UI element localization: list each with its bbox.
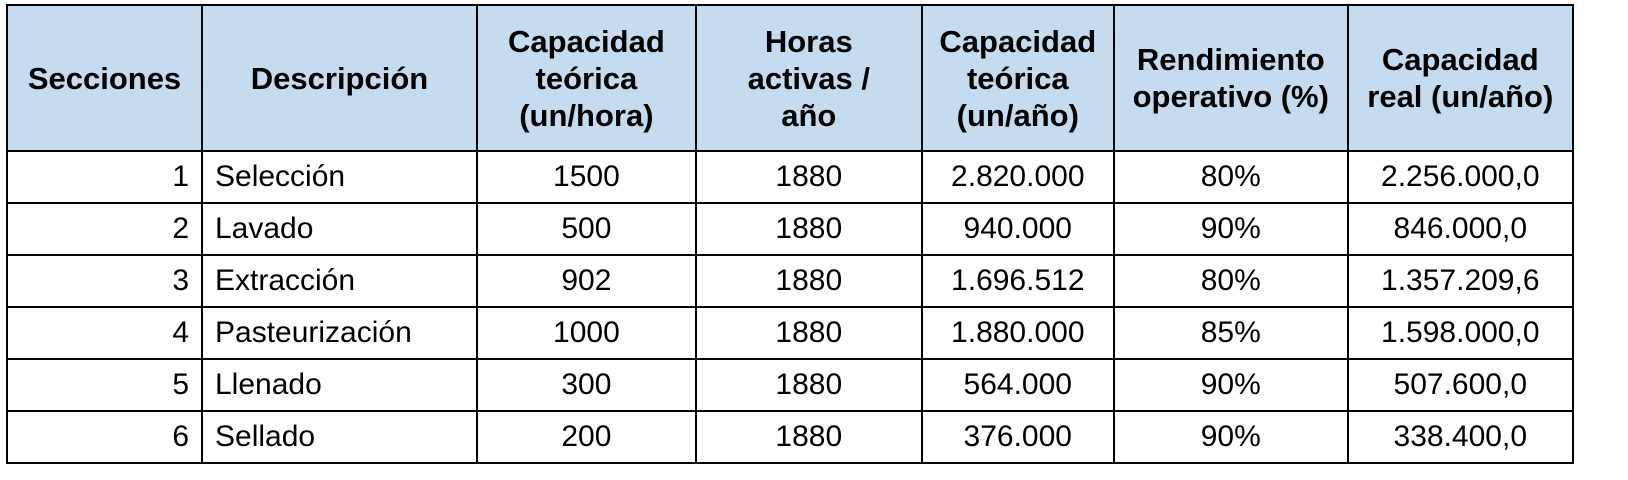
cell-rendimiento: 85% — [1112, 306, 1349, 360]
cell-cap-real: 846.000,0 — [1346, 202, 1574, 256]
cell-horas: 1880 — [694, 306, 923, 360]
cell-cap-anio: 940.000 — [920, 202, 1115, 256]
cell-rendimiento: 80% — [1112, 150, 1349, 204]
header-capacidad-real: Capacidad real (un/año) — [1346, 4, 1574, 152]
cell-cap-hora: 902 — [476, 254, 697, 308]
cell-descripcion: Pasteurización — [201, 306, 478, 360]
cell-cap-anio: 1.880.000 — [920, 306, 1115, 360]
cell-descripcion: Lavado — [201, 202, 478, 256]
cell-rendimiento: 80% — [1112, 254, 1349, 308]
cell-descripcion: Selección — [201, 150, 478, 204]
cell-descripcion: Sellado — [201, 410, 478, 464]
cell-seccion: 1 — [6, 150, 203, 204]
cell-seccion: 2 — [6, 202, 203, 256]
cell-descripcion: Llenado — [201, 358, 478, 412]
cell-horas: 1880 — [694, 150, 923, 204]
cell-cap-anio: 376.000 — [920, 410, 1115, 464]
cell-cap-hora: 1000 — [476, 306, 697, 360]
table-row: 1 Selección 1500 1880 2.820.000 80% 2.25… — [6, 150, 1574, 204]
cell-seccion: 6 — [6, 410, 203, 464]
cell-rendimiento: 90% — [1112, 410, 1349, 464]
cell-seccion: 5 — [6, 358, 203, 412]
table-row: 2 Lavado 500 1880 940.000 90% 846.000,0 — [6, 202, 1574, 256]
cell-cap-anio: 1.696.512 — [920, 254, 1115, 308]
cell-horas: 1880 — [694, 358, 923, 412]
cell-rendimiento: 90% — [1112, 202, 1349, 256]
cell-cap-hora: 1500 — [476, 150, 697, 204]
cell-cap-real: 1.357.209,6 — [1346, 254, 1574, 308]
cell-descripcion: Extracción — [201, 254, 478, 308]
cell-cap-hora: 500 — [476, 202, 697, 256]
cell-horas: 1880 — [694, 410, 923, 464]
header-secciones: Secciones — [6, 4, 203, 152]
table-row: 4 Pasteurización 1000 1880 1.880.000 85%… — [6, 306, 1574, 360]
capacity-table: Secciones Descripción Capacidad teórica … — [6, 4, 1574, 464]
cell-cap-real: 2.256.000,0 — [1346, 150, 1574, 204]
header-horas-activas: Horas activas / año — [694, 4, 923, 152]
header-row: Secciones Descripción Capacidad teórica … — [6, 4, 1574, 152]
cell-seccion: 4 — [6, 306, 203, 360]
cell-cap-anio: 564.000 — [920, 358, 1115, 412]
header-descripcion: Descripción — [201, 4, 478, 152]
table-container: Secciones Descripción Capacidad teórica … — [6, 4, 1574, 464]
cell-cap-hora: 200 — [476, 410, 697, 464]
cell-horas: 1880 — [694, 254, 923, 308]
cell-rendimiento: 90% — [1112, 358, 1349, 412]
table-row: 3 Extracción 902 1880 1.696.512 80% 1.35… — [6, 254, 1574, 308]
cell-cap-hora: 300 — [476, 358, 697, 412]
cell-seccion: 3 — [6, 254, 203, 308]
header-rendimiento: Rendimiento operativo (%) — [1112, 4, 1349, 152]
cell-horas: 1880 — [694, 202, 923, 256]
table-row: 6 Sellado 200 1880 376.000 90% 338.400,0 — [6, 410, 1574, 464]
cell-cap-real: 338.400,0 — [1346, 410, 1574, 464]
cell-cap-real: 1.598.000,0 — [1346, 306, 1574, 360]
table-row: 5 Llenado 300 1880 564.000 90% 507.600,0 — [6, 358, 1574, 412]
cell-cap-anio: 2.820.000 — [920, 150, 1115, 204]
cell-cap-real: 507.600,0 — [1346, 358, 1574, 412]
header-capacidad-teorica-hora: Capacidad teórica (un/hora) — [476, 4, 697, 152]
header-capacidad-teorica-anio: Capacidad teórica (un/año) — [920, 4, 1115, 152]
